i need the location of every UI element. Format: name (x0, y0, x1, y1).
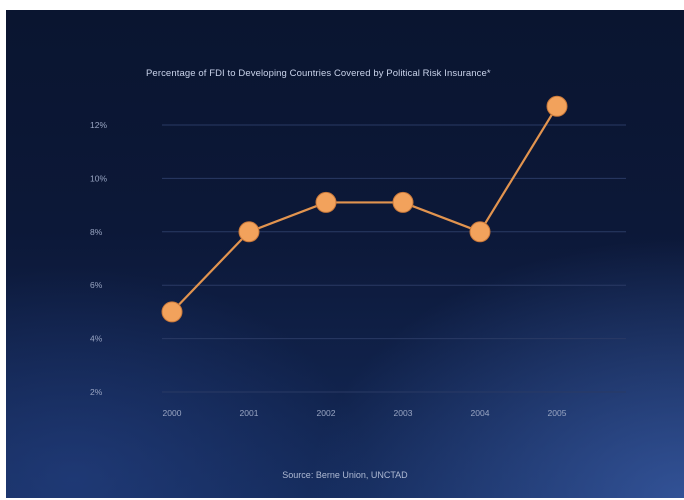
data-point (546, 95, 568, 117)
x-tick-label: 2004 (471, 408, 490, 418)
data-point (315, 191, 337, 213)
x-tick-label: 2003 (394, 408, 413, 418)
y-tick-label: 12% (90, 120, 107, 130)
chart-title: Percentage of FDI to Developing Countrie… (146, 68, 491, 79)
grid-lines (162, 124, 626, 393)
y-axis-ticks: 2% 4% 6% 8% 10% 12% (90, 120, 107, 397)
y-tick-label: 4% (90, 334, 103, 344)
source-note: Source: Berne Union, UNCTAD (282, 470, 408, 480)
series-line (171, 105, 558, 313)
y-tick-label: 6% (90, 280, 103, 290)
chart-panel: Percentage of FDI to Developing Countrie… (6, 10, 684, 498)
x-tick-label: 2001 (240, 408, 259, 418)
data-point (392, 191, 414, 213)
x-axis-ticks: 2000 2001 2002 2003 2004 2005 (163, 408, 567, 418)
x-tick-label: 2005 (548, 408, 567, 418)
data-point (238, 221, 260, 243)
data-point (161, 301, 183, 323)
x-tick-label: 2002 (317, 408, 336, 418)
y-tick-label: 8% (90, 227, 103, 237)
line-chart: 2% 4% 6% 8% 10% 12% 2000 2001 2002 2003 2004 2005 (90, 95, 626, 418)
series-layer (161, 95, 568, 323)
y-tick-label: 10% (90, 173, 107, 183)
x-tick-label: 2000 (163, 408, 182, 418)
y-tick-label: 2% (90, 387, 103, 397)
data-point (469, 221, 491, 243)
